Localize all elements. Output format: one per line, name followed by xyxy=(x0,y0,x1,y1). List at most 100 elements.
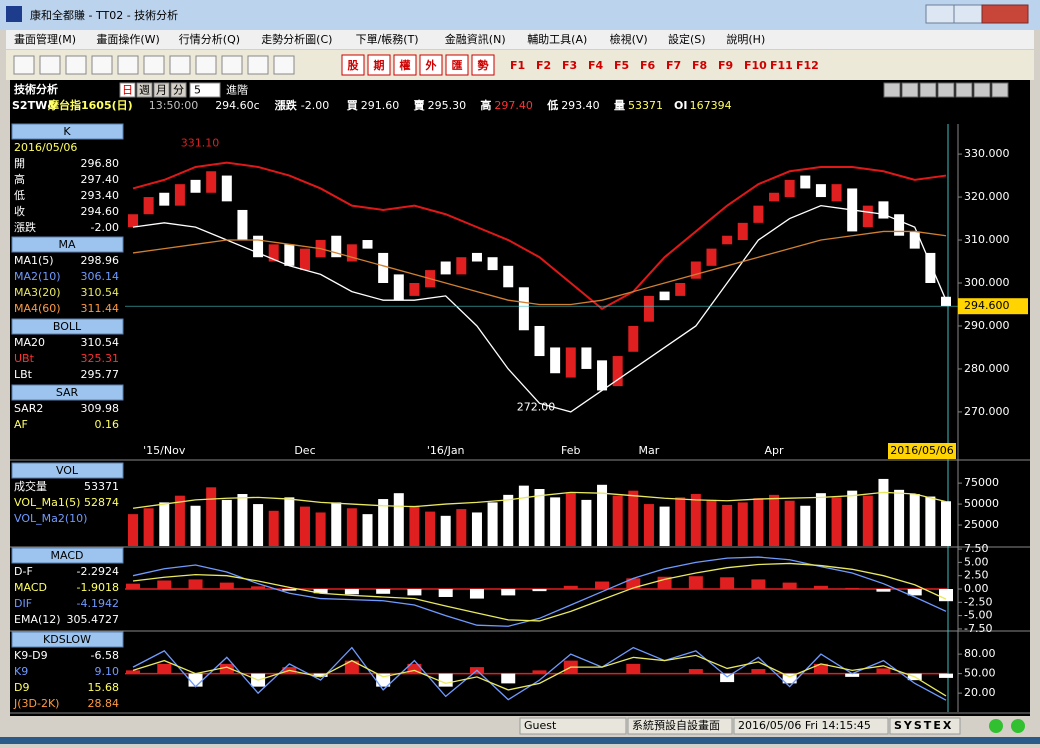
period-button[interactable] xyxy=(170,82,187,98)
menu-item[interactable]: 行情分析(Q) xyxy=(179,32,240,46)
menu-item[interactable]: 畫面操作(W) xyxy=(96,32,159,46)
close-button[interactable] xyxy=(981,4,1029,24)
date-highlight xyxy=(888,443,956,459)
quote-value: 摩台指1605(日) xyxy=(48,98,133,112)
menu-item[interactable]: 說明(H) xyxy=(726,32,765,46)
function-key[interactable]: F9 xyxy=(718,59,733,72)
function-key[interactable]: F10 xyxy=(744,59,767,72)
histogram-bar xyxy=(939,589,953,602)
section-title: MA xyxy=(58,238,75,251)
histogram-bar xyxy=(438,589,453,597)
row-label: 收 xyxy=(14,204,25,218)
candle-body xyxy=(284,244,295,266)
market-button[interactable] xyxy=(445,54,469,76)
tool-icon[interactable] xyxy=(13,55,35,75)
row-label: MA1(5) xyxy=(14,254,54,267)
maximize-button[interactable] xyxy=(953,4,983,24)
chart-tool[interactable] xyxy=(919,82,937,98)
tool-icon[interactable] xyxy=(65,55,87,75)
tool-icon[interactable] xyxy=(169,55,191,75)
y-tick-label: 25000 xyxy=(964,518,999,531)
function-key[interactable]: F5 xyxy=(614,59,629,72)
chart-tool[interactable] xyxy=(937,82,955,98)
quote-value: 53371 xyxy=(628,99,663,112)
chart-tool[interactable] xyxy=(955,82,973,98)
tool-icon[interactable] xyxy=(273,55,295,75)
menu-item[interactable]: 下單/帳務(T) xyxy=(356,32,419,46)
volume-bar xyxy=(878,478,889,546)
histogram-bar xyxy=(626,578,641,589)
histogram-bar xyxy=(313,589,328,594)
menu-item[interactable]: 畫面管理(M) xyxy=(14,32,76,46)
x-tick-label: 2016/05/06 xyxy=(890,444,953,457)
period-button[interactable] xyxy=(119,82,136,98)
row-label: VOL_Ma1(5) xyxy=(14,496,80,509)
row-label: AF xyxy=(14,418,28,431)
histogram-bar xyxy=(282,589,297,591)
advanced-button[interactable]: 進階 xyxy=(226,83,248,97)
tool-icon[interactable] xyxy=(117,55,139,75)
market-button[interactable] xyxy=(341,54,365,76)
function-key[interactable]: F12 xyxy=(796,59,819,72)
histogram-bar xyxy=(813,663,828,674)
minimize-button[interactable] xyxy=(925,4,955,24)
row-value: 294.60 xyxy=(81,205,120,218)
histogram-bar xyxy=(219,663,234,674)
histogram-bar xyxy=(688,669,703,674)
menu-item[interactable]: 輔助工具(A) xyxy=(527,32,587,46)
volume-bar xyxy=(487,502,498,546)
volume-bar xyxy=(581,499,592,546)
market-button[interactable] xyxy=(419,54,443,76)
histogram-bar xyxy=(251,586,266,589)
function-key[interactable]: F4 xyxy=(588,59,604,72)
function-key[interactable]: F6 xyxy=(640,59,656,72)
market-button[interactable] xyxy=(367,54,391,76)
market-button[interactable] xyxy=(471,54,495,76)
period-button[interactable] xyxy=(136,82,153,98)
chart-tool[interactable] xyxy=(883,82,901,98)
row-value: 310.54 xyxy=(81,336,120,349)
chart-tool[interactable] xyxy=(973,82,991,98)
market-button-label: 匯 xyxy=(452,59,463,72)
histogram-bar xyxy=(751,579,766,589)
histogram-bar xyxy=(813,585,828,589)
function-key[interactable]: F3 xyxy=(562,59,577,72)
minutes-box[interactable] xyxy=(189,82,221,98)
period-button[interactable] xyxy=(153,82,170,98)
tool-icon[interactable] xyxy=(143,55,165,75)
volume-bar xyxy=(815,493,826,546)
function-key[interactable]: F1 xyxy=(510,59,525,72)
market-button-label: 股 xyxy=(348,59,360,72)
volume-bar xyxy=(253,504,264,546)
histogram-bar xyxy=(469,589,484,599)
histogram-bar xyxy=(501,673,516,684)
function-key[interactable]: F2 xyxy=(536,59,551,72)
function-key[interactable]: F7 xyxy=(666,59,681,72)
menu-item[interactable]: 走勢分析圖(C) xyxy=(261,32,332,46)
menu-item[interactable]: 檢視(V) xyxy=(610,32,648,46)
y-tick-label: 280.000 xyxy=(964,362,1010,375)
row-label: 高 xyxy=(14,172,25,186)
menu-item[interactable]: 金融資訊(N) xyxy=(445,32,506,46)
histogram-bar xyxy=(219,582,234,589)
market-button-label: 外 xyxy=(425,58,437,72)
indicator-line xyxy=(132,161,947,310)
tool-icon[interactable] xyxy=(247,55,269,75)
market-button[interactable] xyxy=(393,54,417,76)
chart-tool[interactable] xyxy=(991,82,1009,98)
tool-icon[interactable] xyxy=(39,55,61,75)
function-key[interactable]: F8 xyxy=(692,59,707,72)
section-header xyxy=(11,318,124,335)
function-key[interactable]: F11 xyxy=(770,59,793,72)
candle-body xyxy=(143,197,154,215)
row-label: 漲跌 xyxy=(14,220,36,234)
y-tick-label: 50000 xyxy=(964,497,999,510)
last-price-label: 294.600 xyxy=(964,299,1010,312)
histogram-bar xyxy=(720,673,735,683)
tool-icon[interactable] xyxy=(91,55,113,75)
tool-icon[interactable] xyxy=(195,55,217,75)
tool-icon[interactable] xyxy=(221,55,243,75)
histogram-bar xyxy=(845,587,860,589)
chart-tool[interactable] xyxy=(901,82,919,98)
menu-item[interactable]: 設定(S) xyxy=(668,32,706,46)
